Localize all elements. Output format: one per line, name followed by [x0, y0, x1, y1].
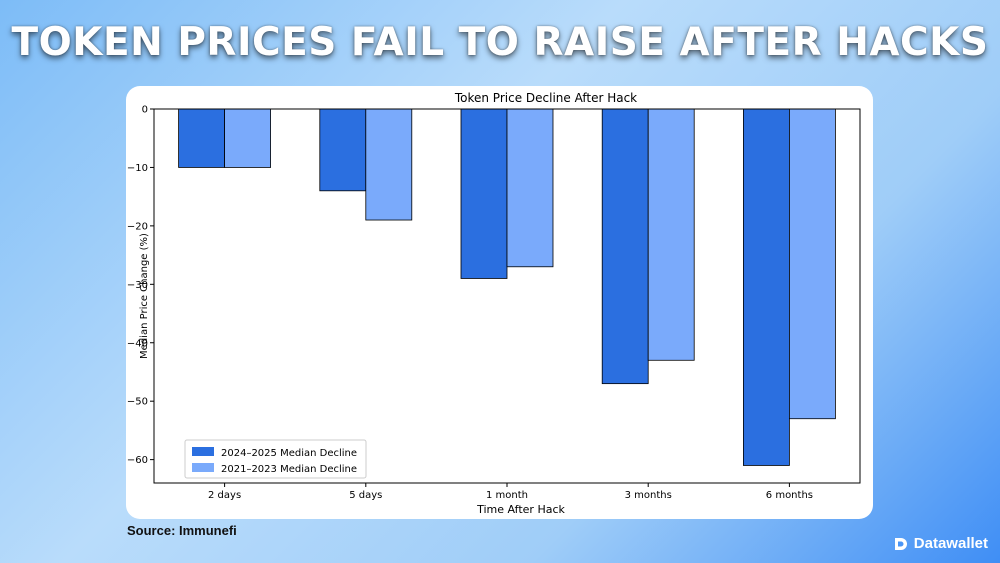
bar-2021-2023-6-months: [789, 108, 836, 420]
chart-title: Token Price Decline After Hack: [454, 91, 637, 105]
headline: TOKEN PRICES FAIL TO RAISE AFTER HACKS: [11, 20, 989, 65]
y-tick-label: 0: [142, 105, 148, 116]
x-axis-label: Time After Hack: [476, 503, 565, 516]
y-tick-label: −30: [127, 280, 148, 291]
y-tick-label: −60: [127, 455, 148, 466]
source-note: Source: Immunefi: [127, 523, 237, 538]
legend-label-2024-2025: 2024–2025 Median Decline: [221, 448, 357, 459]
y-axis-label: Median Price Change (%): [139, 233, 150, 359]
bar-2024-2025-3-months: [601, 108, 649, 385]
x-tick-label: 6 months: [766, 490, 813, 501]
legend: 2024–2025 Median Decline 2021–2023 Media…: [184, 439, 367, 479]
bar-chart: Token Price Decline After Hack 2 days 5 d…: [127, 91, 861, 516]
y-tick-label: −40: [127, 338, 148, 349]
x-tick-label: 3 months: [625, 490, 672, 501]
bar-2024-2025-6-months: [743, 108, 790, 466]
legend-swatch-2024-2025: [192, 447, 214, 456]
brand-logo: Datawallet: [893, 535, 988, 552]
bar-2024-2025-1-month: [460, 108, 508, 279]
x-tick-label: 1 month: [486, 490, 528, 501]
legend-swatch-2021-2023: [192, 463, 214, 472]
legend-box: [184, 439, 367, 479]
chart-card: Token Price Decline After Hack 2 days 5 d…: [126, 86, 873, 519]
bar-2024-2025-5-days: [319, 108, 367, 192]
legend-label-2021-2023: 2021–2023 Median Decline: [221, 464, 357, 475]
bar-2021-2023-1-month: [506, 108, 554, 268]
bar-2021-2023-3-months: [647, 108, 695, 361]
y-tick-label: −10: [127, 163, 148, 174]
bar-2021-2023-5-days: [365, 108, 413, 221]
datawallet-logo-icon: [894, 537, 907, 550]
bar-2024-2025-2-days: [178, 108, 225, 168]
brand-name: Datawallet: [913, 535, 988, 552]
y-tick-label: −50: [127, 397, 148, 408]
bar-2021-2023-2-days: [224, 108, 271, 168]
x-tick-label: 5 days: [349, 490, 382, 501]
x-tick-label: 2 days: [208, 490, 241, 501]
y-tick-label: −20: [127, 221, 148, 232]
